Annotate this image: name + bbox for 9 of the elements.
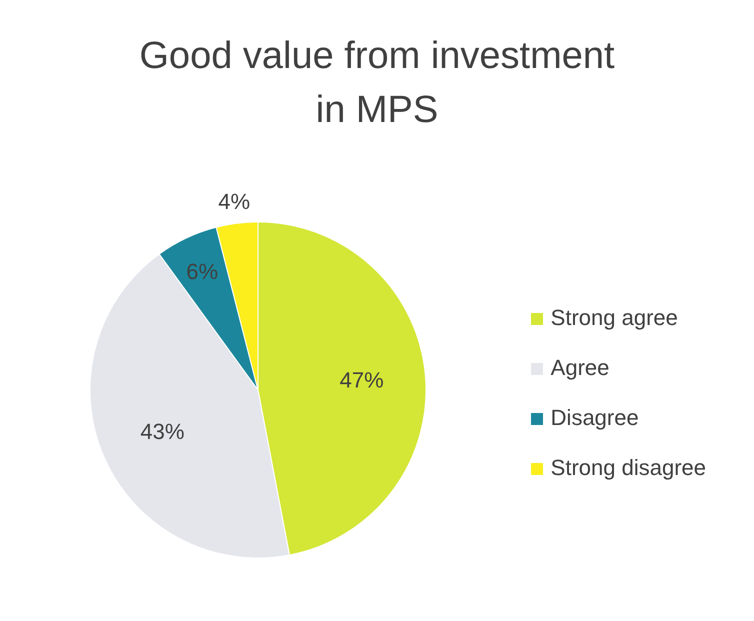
- data-label: 43%: [140, 418, 184, 444]
- data-label: 6%: [186, 258, 218, 284]
- legend-label: Agree: [550, 355, 610, 380]
- chart-title: Good value from investment in MPS: [138, 34, 616, 133]
- data-label: 4%: [218, 189, 250, 214]
- legend-label: Disagree: [550, 405, 639, 430]
- legend-label: Strong disagree: [550, 455, 706, 480]
- data-label: 47%: [340, 368, 384, 393]
- legend-label: Strong agree: [550, 305, 678, 330]
